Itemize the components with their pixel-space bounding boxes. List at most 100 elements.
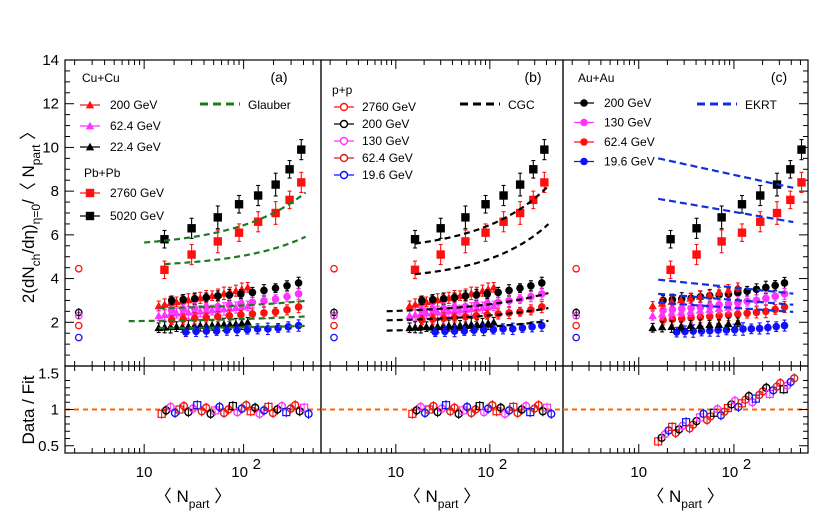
legend-marker	[339, 170, 349, 180]
data-point	[705, 290, 714, 298]
data-point	[489, 301, 498, 310]
data-point	[472, 291, 481, 299]
data-point	[696, 313, 705, 321]
legend-marker	[339, 136, 349, 146]
data-point	[160, 265, 169, 275]
data-point	[686, 307, 695, 315]
data-point	[231, 319, 241, 328]
x-axis-bracket: 〉	[209, 487, 231, 506]
fit-curve	[658, 292, 794, 306]
data-point	[676, 322, 686, 330]
data-point	[214, 292, 222, 300]
data-point	[243, 283, 252, 291]
data-point	[508, 325, 517, 333]
data-point	[248, 288, 257, 297]
data-point	[739, 325, 747, 333]
data-point	[515, 208, 525, 218]
fit-curve	[144, 191, 307, 244]
data-point	[499, 325, 507, 333]
ratio-point	[242, 400, 251, 410]
panel-label: (b)	[524, 69, 541, 85]
ratio-point	[668, 422, 677, 431]
y-tick-label: 2	[51, 314, 59, 331]
data-point	[737, 200, 747, 209]
data-point	[648, 323, 657, 332]
data-point	[499, 191, 508, 200]
data-point	[667, 322, 676, 331]
legend-label: 200 GeV	[110, 98, 157, 112]
data-point	[187, 250, 196, 259]
legend-group-label: Pb+Pb	[84, 166, 121, 180]
data-point	[529, 165, 538, 174]
legend-marker	[85, 211, 95, 221]
data-point	[450, 313, 459, 322]
pp-point	[74, 321, 83, 330]
x-axis-subscript: part	[438, 497, 459, 511]
ratio-point	[300, 403, 309, 412]
data-point	[234, 200, 244, 209]
y-axis-title-part: part	[29, 144, 43, 165]
data-point	[285, 165, 294, 174]
x-tick-label: 10	[477, 464, 494, 481]
data-point	[428, 295, 437, 304]
legend-marker	[85, 121, 95, 130]
data-point	[494, 288, 502, 297]
data-point	[528, 323, 536, 331]
data-point	[243, 301, 252, 310]
y-tick-label: 12	[42, 96, 59, 113]
y-tick-label: 4	[51, 271, 59, 288]
data-point	[461, 292, 470, 300]
data-point	[172, 308, 181, 317]
data-point	[455, 321, 465, 329]
data-point	[455, 305, 465, 314]
data-point	[657, 309, 667, 318]
ratio-point	[496, 403, 505, 412]
data-point	[187, 224, 196, 233]
data-point	[461, 312, 470, 321]
data-point	[780, 303, 789, 311]
data-point	[234, 228, 244, 237]
legend-marker	[85, 100, 95, 109]
data-point	[253, 217, 263, 226]
data-point	[285, 195, 294, 205]
data-point	[297, 145, 306, 154]
legend-label: 19.6 GeV	[604, 155, 655, 169]
legend-label: 130 GeV	[362, 134, 409, 148]
data-point	[436, 224, 445, 233]
data-point	[734, 310, 742, 318]
data-point	[202, 303, 211, 312]
data-point	[505, 286, 513, 295]
ratio-point	[429, 401, 438, 411]
y-tick-label: 6	[51, 227, 59, 244]
ratio-axis-title: Data / Fit	[19, 375, 38, 444]
data-point	[743, 309, 751, 318]
legend-group-label: p+p	[332, 83, 353, 97]
data-point	[410, 323, 420, 331]
data-point	[214, 302, 222, 311]
legend-marker	[580, 157, 588, 166]
data-point	[756, 191, 765, 200]
data-point	[695, 321, 705, 329]
data-point	[294, 290, 303, 298]
data-point	[428, 305, 437, 314]
x-tick-label-exponent: 2	[499, 456, 507, 473]
data-point	[274, 324, 282, 332]
ratio-point	[475, 401, 484, 411]
data-point	[724, 319, 733, 328]
data-point	[192, 327, 200, 336]
data-point	[237, 311, 245, 319]
fit-curve	[386, 319, 549, 332]
ratio-point	[699, 409, 708, 419]
pp-point	[330, 333, 338, 342]
y-tick-label: 10	[42, 139, 59, 156]
x-axis-bracket: 〉	[458, 487, 480, 506]
legend-label: 19.6 GeV	[362, 168, 413, 182]
data-point	[733, 318, 743, 326]
data-point	[762, 283, 770, 292]
x-axis-title: 〈 Npart 〉	[404, 487, 480, 511]
data-point	[260, 286, 268, 295]
data-point	[231, 303, 241, 311]
ratio-point	[277, 401, 287, 411]
legend-marker	[580, 138, 588, 146]
data-point	[705, 320, 714, 329]
